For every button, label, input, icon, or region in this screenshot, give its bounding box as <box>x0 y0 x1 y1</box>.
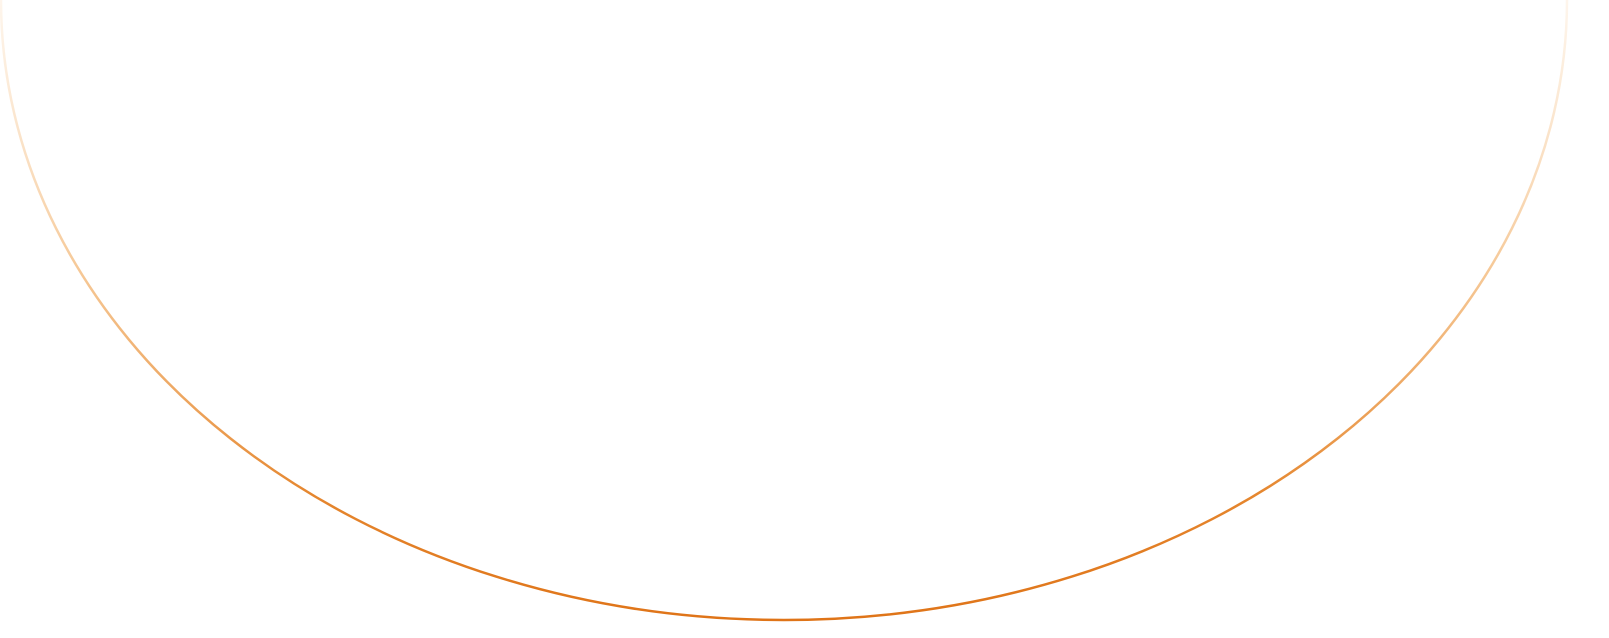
arc <box>0 0 1569 622</box>
